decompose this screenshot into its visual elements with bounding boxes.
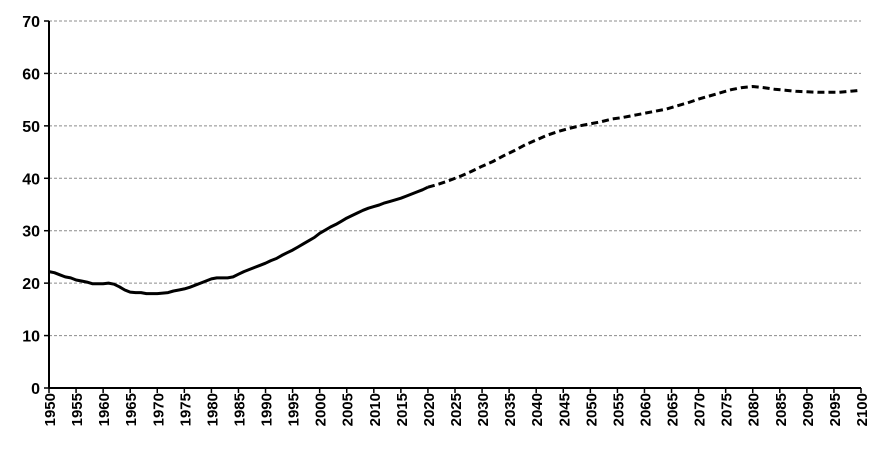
plot-series bbox=[48, 85, 862, 296]
x-tick-label: 2015 bbox=[394, 393, 411, 426]
x-tick-label: 2025 bbox=[448, 393, 465, 426]
projected-series-line bbox=[427, 85, 862, 189]
gridlines bbox=[49, 20, 861, 337]
x-tick-label: 2070 bbox=[692, 393, 709, 426]
x-tick-label: 2045 bbox=[556, 393, 573, 426]
x-tick-label: 2090 bbox=[800, 393, 817, 426]
x-tick-label: 1980 bbox=[204, 393, 221, 426]
x-tick-label: 1985 bbox=[231, 393, 248, 426]
x-tick-label: 2055 bbox=[610, 393, 627, 426]
x-tick-label: 2065 bbox=[665, 393, 682, 426]
x-tick-label: 2080 bbox=[746, 393, 763, 426]
x-tick-label: 1950 bbox=[42, 393, 59, 426]
x-tick-label: 2075 bbox=[719, 393, 736, 426]
x-tick-labels: 1950 1955 1960 1965 1970 1975 1980 1985 1990 1995… bbox=[42, 393, 871, 426]
x-tick-label: 1965 bbox=[123, 393, 140, 426]
x-tick-label: 2005 bbox=[340, 393, 357, 426]
y-tick-label: 50 bbox=[22, 119, 40, 136]
historical-series-line bbox=[48, 185, 429, 296]
axes bbox=[44, 20, 862, 393]
y-tick-labels: 0 10 20 30 40 50 60 70 bbox=[22, 14, 40, 398]
y-tick-label: 20 bbox=[22, 276, 40, 293]
y-tick-label: 40 bbox=[22, 171, 40, 188]
x-tick-label: 2000 bbox=[313, 393, 330, 426]
x-tick-label: 2060 bbox=[637, 393, 654, 426]
x-tick-label: 2030 bbox=[475, 393, 492, 426]
x-tick-label: 2035 bbox=[502, 393, 519, 426]
y-tick-label: 70 bbox=[22, 14, 40, 31]
x-tick-label: 2010 bbox=[367, 393, 384, 426]
x-tick-label: 1975 bbox=[177, 393, 194, 426]
x-tick-label: 2040 bbox=[529, 393, 546, 426]
x-tick-label: 2050 bbox=[583, 393, 600, 426]
y-tick-label: 30 bbox=[22, 224, 40, 241]
x-tick-label: 1960 bbox=[96, 393, 113, 426]
x-tick-label: 1990 bbox=[259, 393, 276, 426]
y-tick-label: 10 bbox=[22, 329, 40, 346]
x-tick-label: 2100 bbox=[854, 393, 871, 426]
x-tick-label: 1995 bbox=[286, 393, 303, 426]
x-tick-label: 2085 bbox=[773, 393, 790, 426]
y-tick-label: 60 bbox=[22, 66, 40, 83]
x-tick-label: 1970 bbox=[150, 393, 167, 426]
x-tick-label: 1955 bbox=[69, 393, 86, 426]
y-tick-label: 0 bbox=[31, 381, 40, 398]
x-tick-label: 2020 bbox=[421, 393, 438, 426]
x-tick-label: 2095 bbox=[827, 393, 844, 426]
